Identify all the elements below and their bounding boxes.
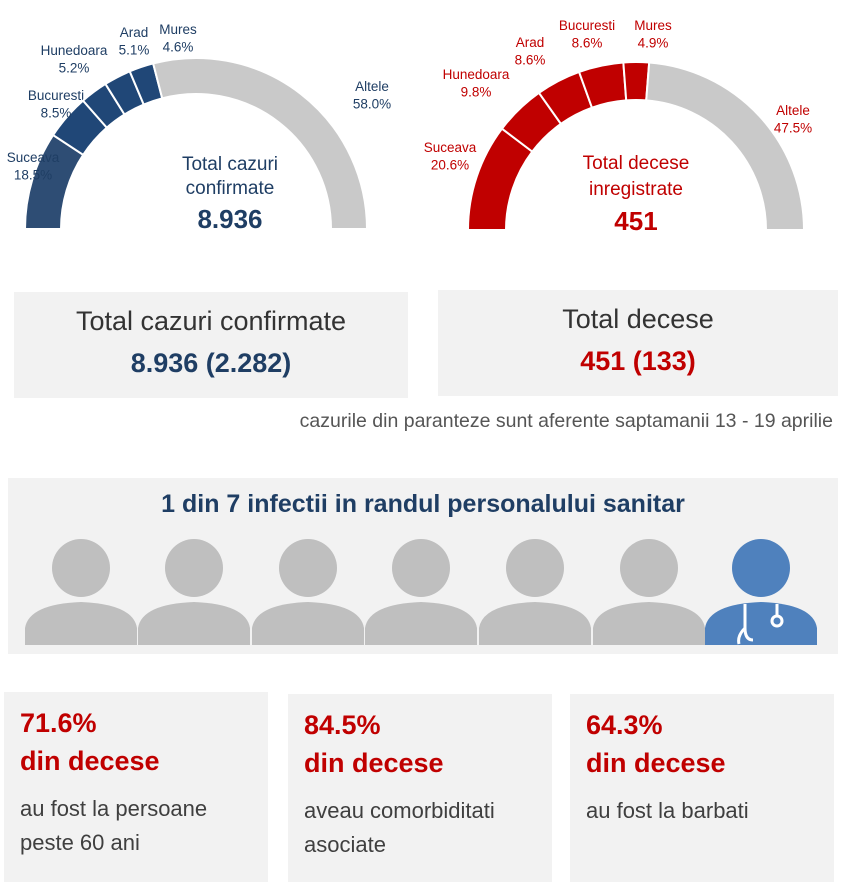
slice-category: Hunedoara xyxy=(443,67,510,82)
person-icon xyxy=(138,539,250,645)
slice-value: 4.6% xyxy=(163,40,194,55)
person-icon xyxy=(479,539,591,645)
slice-category: Suceava xyxy=(7,150,60,165)
stat-description-line: peste 60 ani xyxy=(20,830,140,855)
slice-value: 47.5% xyxy=(774,121,812,136)
stat-description: aveau comorbiditati asociate xyxy=(304,794,544,862)
person-icon xyxy=(593,539,705,645)
stat-label: din decese xyxy=(586,748,726,778)
cases-summary-value: 8.936 (2.282) xyxy=(130,348,292,378)
stat-description-line: aveau comorbiditati xyxy=(304,798,495,823)
slice-altele xyxy=(645,61,806,231)
slice-category: Suceava xyxy=(424,140,477,155)
slice-altele xyxy=(151,57,369,230)
chart-title: Total decese xyxy=(583,153,690,174)
slice-category: Altele xyxy=(355,79,389,94)
slice-value: 4.9% xyxy=(638,36,669,51)
people-row xyxy=(25,539,817,645)
chart-title: confirmate xyxy=(186,178,275,199)
stat-description: au fost la persoane peste 60 ani xyxy=(20,792,260,860)
slice-category: Bucuresti xyxy=(559,18,615,33)
slice-label: Altele 58.0% xyxy=(353,79,391,112)
slice-value: 18.5% xyxy=(14,168,52,183)
slice-category: Altele xyxy=(776,103,810,118)
chart-title: Total cazuri xyxy=(182,154,278,175)
cases-summary-title: Total cazuri confirmate xyxy=(75,306,347,336)
deaths-summary-box: Total decese 451 (133) xyxy=(438,290,838,396)
medical-staff-title: 1 din 7 infectii in randul personalului … xyxy=(161,490,685,518)
slice-label: Arad 8.6% xyxy=(515,35,546,68)
slice-label: Mures 4.9% xyxy=(634,18,672,51)
slice-category: Mures xyxy=(634,18,672,33)
slice-mures xyxy=(622,61,651,102)
stat-percent: 64.3% xyxy=(586,710,663,740)
deaths-summary-title: Total decese xyxy=(562,304,714,334)
slice-value: 20.6% xyxy=(431,158,469,173)
medical-staff-panel: 1 din 7 infectii in randul personalului … xyxy=(8,478,838,654)
slice-category: Arad xyxy=(516,35,545,50)
stat-card-men: 64.3% din decese au fost la barbati xyxy=(570,694,834,882)
stat-percent: 84.5% xyxy=(304,710,381,740)
stat-label: din decese xyxy=(20,746,160,776)
slice-label: Arad 5.1% xyxy=(119,25,150,58)
slice-label: Bucuresti 8.6% xyxy=(559,18,615,51)
slice-label: Suceava 18.5% xyxy=(7,150,60,183)
slice-category: Arad xyxy=(120,25,149,40)
slice-value: 5.2% xyxy=(59,61,90,76)
doctor-icon xyxy=(705,539,817,645)
slice-label: Mures 4.6% xyxy=(159,22,197,55)
stat-label: din decese xyxy=(304,748,444,778)
person-icon xyxy=(25,539,137,645)
slice-value: 5.1% xyxy=(119,43,150,58)
chart-total: 451 xyxy=(614,206,657,236)
slice-label: Hunedoara 9.8% xyxy=(443,67,510,100)
stat-description: au fost la barbati xyxy=(586,794,826,828)
stat-description-line: asociate xyxy=(304,832,386,857)
slice-label: Bucuresti 8.5% xyxy=(28,88,84,121)
slice-value: 8.6% xyxy=(515,53,546,68)
stat-percent: 71.6% xyxy=(20,708,97,738)
cases-summary-box: Total cazuri confirmate 8.936 (2.282) xyxy=(14,292,408,398)
stat-card-age: 71.6% din decese au fost la persoane pes… xyxy=(4,692,268,882)
slice-category: Mures xyxy=(159,22,197,37)
chart-total: 8.936 xyxy=(197,204,262,234)
stat-description-line: au fost la barbati xyxy=(586,798,749,823)
deaths-summary-value: 451 (133) xyxy=(580,346,696,376)
period-note: cazurile din paranteze sunt aferente sap… xyxy=(299,410,833,432)
stat-description-line: au fost la persoane xyxy=(20,796,208,821)
slice-value: 58.0% xyxy=(353,97,391,112)
person-icon xyxy=(365,539,477,645)
slice-label: Hunedoara 5.2% xyxy=(41,43,108,76)
slice-label: Altele 47.5% xyxy=(774,103,812,136)
slice-category: Bucuresti xyxy=(28,88,84,103)
slice-category: Hunedoara xyxy=(41,43,108,58)
slice-value: 8.5% xyxy=(41,106,72,121)
slice-value: 9.8% xyxy=(461,85,492,100)
person-icon xyxy=(252,539,364,645)
slice-label: Suceava 20.6% xyxy=(424,140,477,173)
stat-card-comorbidities: 84.5% din decese aveau comorbiditati aso… xyxy=(288,694,552,882)
chart-title: inregistrate xyxy=(589,179,683,200)
slice-value: 8.6% xyxy=(572,36,603,51)
semi-donut-charts: Suceava 18.5% Bucuresti 8.5% Hunedoara 5.2% Ar… xyxy=(7,18,812,236)
